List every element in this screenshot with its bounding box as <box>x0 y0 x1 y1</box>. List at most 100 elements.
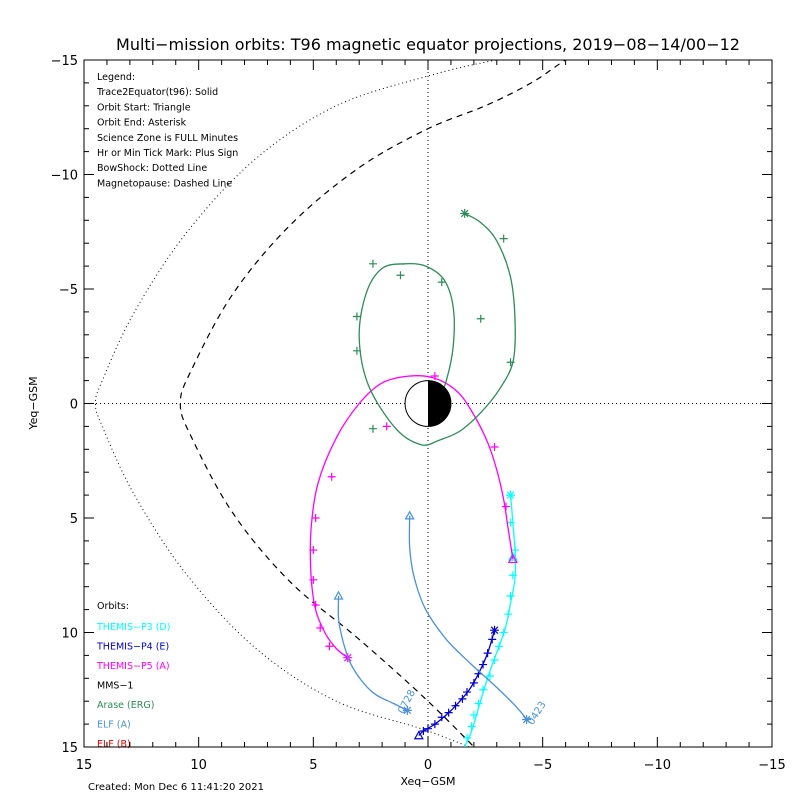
orbit-start-marker <box>507 551 518 561</box>
tick-mark <box>504 610 513 619</box>
series-0 <box>462 490 520 747</box>
tick-mark <box>430 372 439 381</box>
tick-mark <box>467 722 476 731</box>
earth-night-side <box>428 380 451 427</box>
legend-line: Magnetopause: Dashed Line <box>97 178 232 189</box>
x-axis-label: Xeq−GSM <box>400 775 455 788</box>
tick-mark <box>368 424 377 433</box>
legend-line: Orbit Start: Triangle <box>97 102 191 113</box>
plot-area: 15 10 5 0 −5 −10 −15 −15 −10 −5 0 5 10 15 0423 0728 <box>51 54 786 773</box>
tick-mark <box>462 688 471 697</box>
legend-line: Orbit End: Asterisk <box>97 118 187 129</box>
tick-mark <box>451 701 460 710</box>
tick-mark <box>327 472 336 481</box>
tick-mark <box>485 672 494 681</box>
tick-mark <box>474 699 483 708</box>
orbit-end-marker <box>490 625 500 635</box>
tick-mark <box>309 575 318 584</box>
clipped-group: 0423 0728 <box>94 60 567 747</box>
tick-mark <box>511 546 520 555</box>
tick-mark <box>479 685 488 694</box>
series-line <box>464 495 517 747</box>
y-tick-label: 5 <box>70 512 78 527</box>
tick-mark <box>506 591 515 600</box>
orbit-end-marker <box>506 490 516 500</box>
tick-mark <box>419 726 428 735</box>
y-tick-label: 0 <box>70 398 78 413</box>
orbit-start-marker <box>507 553 518 564</box>
tick-mark <box>458 694 467 703</box>
tick-mark <box>495 642 504 651</box>
x-tick-label: 10 <box>190 758 207 773</box>
tick-mark <box>437 713 446 722</box>
orbit-start-marker <box>404 510 415 520</box>
x-tick-label: 5 <box>309 758 317 773</box>
legend-line: Hr or Min Tick Mark: Plus Sign <box>97 148 238 159</box>
tick-mark <box>311 601 320 610</box>
x-tick-label: −5 <box>533 758 552 773</box>
tick-mark <box>424 724 432 733</box>
orbits-legend-entry: Arase (ERG) <box>97 700 154 711</box>
series-line <box>418 630 496 736</box>
tick-mark <box>488 635 497 644</box>
tick-mark <box>368 259 377 268</box>
tick-mark <box>490 443 499 452</box>
series-line <box>337 595 408 711</box>
tick-mark <box>437 278 446 287</box>
tick-mark <box>352 312 361 321</box>
orbit-start-marker <box>333 590 344 600</box>
y-tick-label: 15 <box>61 741 78 756</box>
legend-line: Legend: <box>97 72 135 83</box>
tick-mark <box>462 733 471 742</box>
tick-mark <box>499 234 508 243</box>
tick-mark <box>469 710 478 719</box>
legend-line: Science Zone is FULL Minutes <box>97 133 238 144</box>
series-2 <box>309 372 518 663</box>
orbit-end-marker <box>460 208 470 218</box>
series-line <box>358 212 516 446</box>
tick-mark <box>506 358 515 367</box>
orbits-legend-entry: THEMIS−P5 (A) <box>96 661 170 672</box>
tick-mark <box>316 623 325 632</box>
orbits-legend: Orbits: THEMIS−P3 (D) THEMIS−P4 (E) THEMIS−… <box>96 601 170 750</box>
orbits-legend-entry: ELF (B) <box>97 739 131 750</box>
plot-legend: Legend: Trace2Equator(t96): Solid Orbit St… <box>96 72 238 189</box>
tick-mark <box>479 660 488 669</box>
tick-mark <box>501 502 510 511</box>
orbits-legend-entry: MMS−1 <box>97 681 133 692</box>
tick-mark <box>382 422 391 431</box>
x-tick-label: 15 <box>76 758 93 773</box>
y-tick-label: −15 <box>51 54 78 69</box>
chart-title: Multi−mission orbits: T96 magnetic equat… <box>116 35 740 54</box>
y-tick-label: 10 <box>61 627 78 642</box>
x-tick-label: −15 <box>758 758 785 773</box>
series-4 <box>352 208 516 446</box>
tick-mark <box>499 628 508 637</box>
orbit-end-marker <box>402 705 412 715</box>
tick-mark <box>430 720 439 729</box>
legend-line: Trace2Equator(t96): Solid <box>96 87 218 98</box>
tick-mark <box>469 678 478 687</box>
tick-mark <box>444 708 453 717</box>
y-tick-label: −10 <box>51 169 78 184</box>
x-tick-label: 0 <box>424 758 432 773</box>
orbits-legend-entry: THEMIS−P4 (E) <box>96 642 169 653</box>
orbits-legend-entry: ELF (A) <box>97 720 131 731</box>
tick-mark <box>352 346 361 355</box>
created-timestamp: Created: Mon Dec 6 11:41:20 2021 <box>88 782 264 793</box>
series-1 <box>413 625 500 740</box>
series-5: 0423 <box>404 510 549 727</box>
y-axis-label: Yeq−GSM <box>27 376 40 430</box>
orbit-end-marker <box>522 715 532 725</box>
orbits-legend-title: Orbits: <box>97 601 129 612</box>
orbit-start-marker <box>413 730 424 740</box>
tick-mark <box>311 514 320 522</box>
tick-mark <box>508 571 517 580</box>
orbit-time-label: 0728 <box>396 688 418 716</box>
tick-mark <box>396 271 405 280</box>
tick-mark <box>490 655 499 664</box>
orbit-time-label: 0423 <box>526 700 549 727</box>
x-tick-label: −10 <box>644 758 671 773</box>
series-line <box>309 375 514 659</box>
